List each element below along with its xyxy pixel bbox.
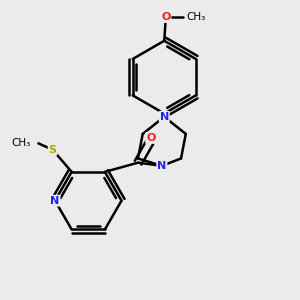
Text: O: O [146, 133, 155, 143]
Text: CH₃: CH₃ [186, 12, 206, 22]
Text: O: O [161, 12, 170, 22]
Text: N: N [157, 161, 167, 171]
Text: N: N [160, 112, 169, 122]
Text: N: N [50, 196, 60, 206]
Text: CH₃: CH₃ [11, 138, 31, 148]
Text: S: S [49, 145, 57, 155]
